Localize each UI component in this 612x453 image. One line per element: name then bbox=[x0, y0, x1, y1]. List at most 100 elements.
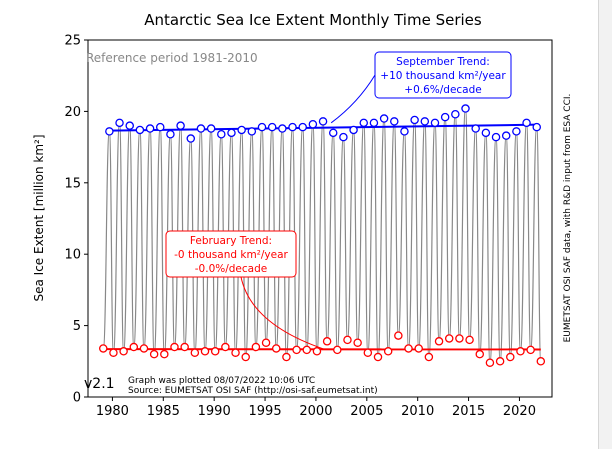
y-tick-label: 20 bbox=[64, 105, 81, 120]
february-point bbox=[385, 348, 392, 355]
february-point bbox=[161, 351, 168, 358]
y-axis-label: Sea Ice Extent [million km²] bbox=[32, 135, 46, 302]
september-point bbox=[228, 129, 235, 136]
february-point bbox=[446, 335, 453, 342]
september-point bbox=[116, 119, 123, 126]
x-tick-label: 2015 bbox=[452, 404, 485, 419]
february-point bbox=[527, 346, 534, 353]
x-tick-label: 1995 bbox=[249, 404, 282, 419]
september-point bbox=[330, 129, 337, 136]
september-point bbox=[472, 125, 479, 132]
september-point bbox=[523, 119, 530, 126]
september-point bbox=[411, 116, 418, 123]
september-point bbox=[462, 105, 469, 112]
february-point bbox=[232, 349, 239, 356]
y-tick-label: 5 bbox=[73, 319, 81, 334]
x-tick-label: 2020 bbox=[503, 404, 536, 419]
february-point bbox=[151, 351, 158, 358]
february-point bbox=[374, 353, 381, 360]
data-credit-note: EUMETSAT OSI SAF data, with R&D input fr… bbox=[563, 94, 573, 343]
plotted-note: Graph was plotted 08/07/2022 10:06 UTC bbox=[128, 376, 315, 386]
y-tick-label: 25 bbox=[64, 34, 81, 49]
february-point bbox=[140, 345, 147, 352]
september-point bbox=[309, 121, 316, 128]
september-point bbox=[421, 118, 428, 125]
february-point bbox=[456, 335, 463, 342]
x-tick-label: 2000 bbox=[299, 404, 332, 419]
february-point bbox=[466, 336, 473, 343]
source-note: Source: EUMETSAT OSI SAF (http://osi-saf… bbox=[128, 386, 378, 396]
september-point bbox=[452, 111, 459, 118]
september-point bbox=[146, 125, 153, 132]
february-point bbox=[120, 348, 127, 355]
february-point bbox=[273, 345, 280, 352]
y-tick-label: 0 bbox=[73, 391, 81, 406]
september-point bbox=[279, 125, 286, 132]
february-point bbox=[110, 349, 117, 356]
february-point bbox=[130, 343, 137, 350]
sea-ice-chart: Antarctic Sea Ice Extent Monthly Time Se… bbox=[0, 0, 598, 449]
september-point bbox=[258, 124, 265, 131]
y-tick-label: 15 bbox=[64, 176, 81, 191]
september-point bbox=[442, 114, 449, 121]
september-trend-text: +10 thousand km²/year bbox=[380, 70, 506, 82]
september-point bbox=[513, 128, 520, 135]
september-point bbox=[319, 118, 326, 125]
september-point bbox=[482, 129, 489, 136]
february-point bbox=[222, 343, 229, 350]
september-point bbox=[492, 134, 499, 141]
february-point bbox=[262, 339, 269, 346]
x-tick-label: 1980 bbox=[96, 404, 129, 419]
september-point bbox=[381, 115, 388, 122]
september-point bbox=[269, 124, 276, 131]
september-point bbox=[177, 122, 184, 129]
february-point bbox=[395, 332, 402, 339]
x-tick-label: 1985 bbox=[147, 404, 180, 419]
september-point bbox=[106, 128, 113, 135]
february-point bbox=[181, 343, 188, 350]
september-point bbox=[370, 119, 377, 126]
february-point bbox=[425, 353, 432, 360]
february-point bbox=[497, 358, 504, 365]
february-point bbox=[517, 348, 524, 355]
september-trend-text: September Trend: bbox=[396, 56, 490, 68]
y-tick-label: 10 bbox=[64, 248, 81, 263]
february-point bbox=[405, 345, 412, 352]
september-trend-text: +0.6%/decade bbox=[404, 84, 481, 96]
february-point bbox=[293, 346, 300, 353]
september-point bbox=[503, 132, 510, 139]
february-point bbox=[303, 346, 310, 353]
september-point bbox=[197, 125, 204, 132]
september-point bbox=[289, 124, 296, 131]
version-label: v2.1 bbox=[84, 376, 115, 392]
september-point bbox=[187, 135, 194, 142]
february-point bbox=[486, 359, 493, 366]
window-scrollbar[interactable] bbox=[598, 0, 612, 449]
september-point bbox=[340, 134, 347, 141]
february-point bbox=[435, 338, 442, 345]
february-point bbox=[242, 353, 249, 360]
february-point bbox=[212, 348, 219, 355]
september-point bbox=[167, 131, 174, 138]
february-point bbox=[100, 345, 107, 352]
september-point bbox=[431, 119, 438, 126]
february-point bbox=[201, 348, 208, 355]
february-point bbox=[324, 338, 331, 345]
february-trend-text: February Trend: bbox=[190, 235, 272, 247]
september-point bbox=[360, 119, 367, 126]
february-trend-text: -0.0%/decade bbox=[195, 263, 267, 275]
february-point bbox=[313, 348, 320, 355]
september-point bbox=[391, 118, 398, 125]
february-point bbox=[354, 339, 361, 346]
february-point bbox=[252, 343, 259, 350]
september-point bbox=[248, 128, 255, 135]
september-point bbox=[350, 126, 357, 133]
february-point bbox=[507, 353, 514, 360]
february-point bbox=[537, 358, 544, 365]
september-point bbox=[218, 131, 225, 138]
september-point bbox=[208, 125, 215, 132]
reference-period-note: Reference period 1981-2010 bbox=[86, 51, 258, 65]
september-point bbox=[126, 122, 133, 129]
september-point bbox=[238, 126, 245, 133]
